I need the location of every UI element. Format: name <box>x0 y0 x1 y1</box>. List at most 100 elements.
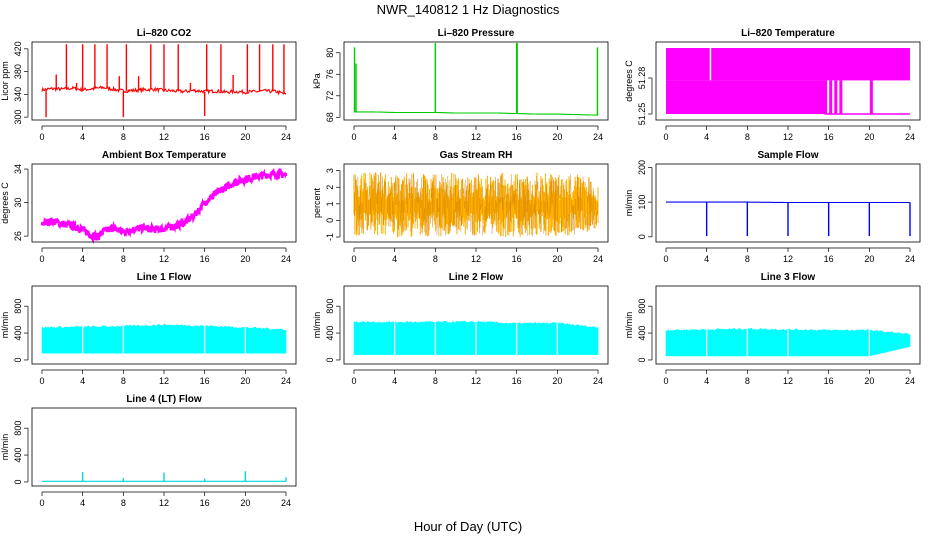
plot-area-licor-temp <box>666 48 910 115</box>
plot-area-line3-flow <box>665 327 911 360</box>
y-tick-label-licor-temp-1: 51.28 <box>637 67 647 90</box>
y-axis-co2: 300 340 380 420 <box>13 41 29 125</box>
x-axis-line3-flow: 0 4 8 12 16 20 24 <box>663 369 915 386</box>
x-tick-label-pressure-6: 24 <box>593 132 603 142</box>
x-tick-label-licor-temp-4: 16 <box>824 132 834 142</box>
x-tick-label-gas-rh-6: 24 <box>593 254 603 264</box>
panel-sample-flow: Sample Flow ml/min 0 4 8 12 16 20 24 0 100 200 <box>624 150 921 264</box>
x-tick-label-licor-temp-2: 8 <box>745 132 750 142</box>
figure-x-label: Hour of Day (UTC) <box>414 519 522 534</box>
panel-line3-flow: Line 3 Flow ml/min 0 4 8 12 16 20 24 0 400 800 <box>624 272 921 386</box>
y-axis-label-line2-flow: ml/min <box>312 312 322 339</box>
y-axis-label-pressure: kPa <box>312 73 322 89</box>
plot-area-gas-rh <box>353 172 599 237</box>
plot-area-co2 <box>41 44 287 118</box>
plot-frame-line4-flow <box>31 407 297 487</box>
y-tick-label-sample-flow-0: 0 <box>637 234 647 239</box>
panel-title-line3-flow: Line 3 Flow <box>761 272 816 283</box>
y-tick-label-pressure-3: 80 <box>325 48 335 58</box>
y-tick-label-co2-0: 300 <box>13 110 23 125</box>
x-tick-label-gas-rh-4: 16 <box>512 254 522 264</box>
panel-title-pressure: Li–820 Pressure <box>438 28 515 39</box>
panel-licor-temp: Li–820 Temperature degrees C 0 4 8 12 16 20 24 51… <box>624 28 921 142</box>
x-tick-label-line2-flow-3: 12 <box>471 376 481 386</box>
y-axis-label-ambient-temp: degrees C <box>0 182 10 224</box>
y-tick-label-ambient-temp-1: 30 <box>13 198 23 208</box>
x-tick-label-ambient-temp-0: 0 <box>39 254 44 264</box>
y-tick-label-line3-flow-2: 800 <box>637 299 647 314</box>
y-tick-label-sample-flow-2: 200 <box>637 160 647 175</box>
panel-title-line4-flow: Line 4 (LT) Flow <box>126 394 202 405</box>
y-tick-label-line2-flow-2: 800 <box>325 299 335 314</box>
y-axis-line3-flow: 0 400 800 <box>637 299 653 362</box>
x-tick-label-licor-temp-1: 4 <box>704 132 709 142</box>
x-tick-label-line1-flow-6: 24 <box>281 376 291 386</box>
panel-co2: Li–820 CO2 Licor ppm 0 4 8 12 16 20 24 300 340 380 4… <box>0 28 297 142</box>
x-tick-label-ambient-temp-1: 4 <box>80 254 85 264</box>
y-tick-label-gas-rh-3: 2 <box>325 185 335 190</box>
x-axis-gas-rh: 0 4 8 12 16 20 24 <box>351 247 603 264</box>
x-tick-label-co2-1: 4 <box>80 132 85 142</box>
x-axis-sample-flow: 0 4 8 12 16 20 24 <box>663 247 915 264</box>
x-tick-label-licor-temp-3: 12 <box>783 132 793 142</box>
x-tick-label-line2-flow-5: 20 <box>552 376 562 386</box>
panel-title-gas-rh: Gas Stream RH <box>440 150 513 161</box>
y-axis-label-licor-temp: degrees C <box>624 60 634 102</box>
x-tick-label-licor-temp-6: 24 <box>905 132 915 142</box>
y-axis-pressure: 68 72 76 80 <box>325 48 341 122</box>
plot-area-line1-flow <box>41 323 287 360</box>
x-tick-label-ambient-temp-4: 16 <box>200 254 210 264</box>
plot-area-sample-flow <box>666 201 911 237</box>
x-tick-label-ambient-temp-6: 24 <box>281 254 291 264</box>
y-tick-label-line1-flow-1: 400 <box>13 326 23 341</box>
x-tick-label-line2-flow-2: 8 <box>433 376 438 386</box>
x-tick-label-line2-flow-4: 16 <box>512 376 522 386</box>
x-tick-label-gas-rh-0: 0 <box>351 254 356 264</box>
y-axis-sample-flow: 0 100 200 <box>637 160 653 239</box>
y-tick-label-line4-flow-2: 800 <box>13 421 23 436</box>
y-tick-label-line4-flow-0: 0 <box>13 479 23 484</box>
x-tick-label-line4-flow-3: 12 <box>159 498 169 508</box>
plot-frame-line3-flow <box>655 285 921 365</box>
x-tick-label-sample-flow-1: 4 <box>704 254 709 264</box>
x-tick-label-co2-2: 8 <box>121 132 126 142</box>
y-tick-label-line2-flow-0: 0 <box>325 357 335 362</box>
y-tick-label-co2-2: 380 <box>13 64 23 79</box>
x-tick-label-line1-flow-0: 0 <box>39 376 44 386</box>
plot-area-ambient-temp <box>40 167 288 244</box>
x-tick-label-sample-flow-4: 16 <box>824 254 834 264</box>
series-line-ambient-temp <box>40 167 288 244</box>
x-axis-ambient-temp: 0 4 8 12 16 20 24 <box>39 247 291 264</box>
plot-area-line2-flow <box>353 320 599 360</box>
x-tick-label-licor-temp-5: 20 <box>864 132 874 142</box>
temp-upper-band <box>666 48 910 81</box>
plot-frame-line1-flow <box>31 285 297 365</box>
y-axis-label-gas-rh: percent <box>312 187 322 218</box>
y-axis-label-sample-flow: ml/min <box>624 190 634 217</box>
series-line-co2 <box>41 85 287 96</box>
y-axis-label-line3-flow: ml/min <box>624 312 634 339</box>
panel-title-licor-temp: Li–820 Temperature <box>741 28 835 39</box>
figure-title: NWR_140812 1 Hz Diagnostics <box>377 2 560 17</box>
y-tick-label-ambient-temp-0: 26 <box>13 231 23 241</box>
x-tick-label-line3-flow-6: 24 <box>905 376 915 386</box>
x-tick-label-pressure-1: 4 <box>392 132 397 142</box>
y-tick-label-licor-temp-0: 51.25 <box>637 103 647 126</box>
panel-line4-flow: Line 4 (LT) Flow ml/min 0 4 8 12 16 20 24 0 400 800 <box>0 394 297 508</box>
plot-area-pressure <box>353 43 599 116</box>
x-tick-label-sample-flow-0: 0 <box>663 254 668 264</box>
x-tick-label-line4-flow-2: 8 <box>121 498 126 508</box>
x-tick-label-co2-6: 24 <box>281 132 291 142</box>
x-tick-label-sample-flow-5: 20 <box>864 254 874 264</box>
x-tick-label-line2-flow-1: 4 <box>392 376 397 386</box>
y-tick-label-line1-flow-2: 800 <box>13 299 23 314</box>
x-tick-label-line4-flow-6: 24 <box>281 498 291 508</box>
y-axis-label-line4-flow: ml/min <box>0 434 10 461</box>
x-tick-label-line4-flow-4: 16 <box>200 498 210 508</box>
y-tick-label-line1-flow-0: 0 <box>13 357 23 362</box>
rh-trace <box>353 172 599 237</box>
y-axis-line1-flow: 0 400 800 <box>13 299 29 362</box>
x-tick-label-sample-flow-2: 8 <box>745 254 750 264</box>
y-axis-ambient-temp: 26 30 34 <box>13 164 29 241</box>
panel-title-ambient-temp: Ambient Box Temperature <box>102 150 227 161</box>
